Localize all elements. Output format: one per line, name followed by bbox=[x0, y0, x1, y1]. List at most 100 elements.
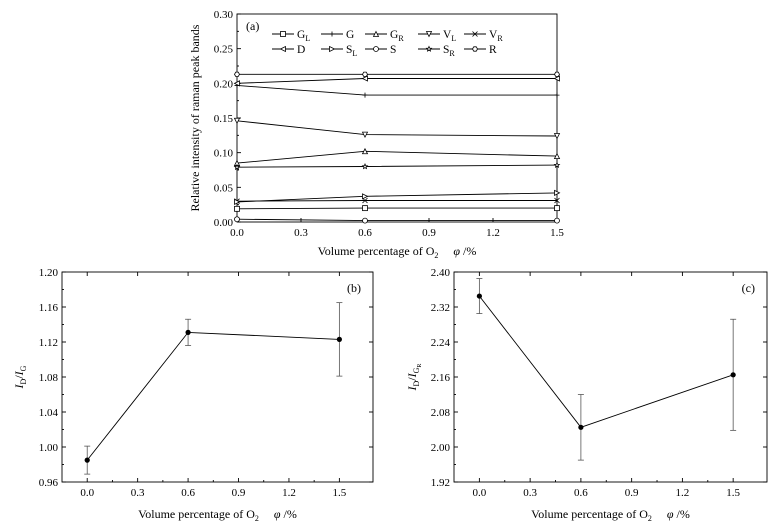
legend-item-d: D bbox=[272, 44, 305, 56]
x-tick-label: 0.6 bbox=[574, 487, 588, 499]
series-ratio bbox=[476, 278, 737, 461]
panel-label: (a) bbox=[246, 19, 259, 33]
y-tick-label: 0.25 bbox=[214, 44, 234, 56]
series-v-l bbox=[233, 117, 561, 140]
y-tick-label: 2.40 bbox=[431, 267, 451, 279]
x-axis-title: Volume percentage of O2 φ /% bbox=[531, 507, 690, 523]
series-line bbox=[236, 207, 557, 210]
legend-item-s-r: SR bbox=[418, 44, 455, 58]
y-tick-label: 0.00 bbox=[214, 217, 234, 229]
data-point bbox=[233, 163, 241, 171]
data-point bbox=[578, 424, 584, 430]
y-tick-label: 2.00 bbox=[431, 442, 451, 454]
x-tick-label: 0.0 bbox=[80, 487, 94, 499]
series-line bbox=[236, 84, 557, 96]
legend-marker bbox=[372, 30, 380, 37]
y-tick-label: 2.24 bbox=[431, 337, 451, 349]
x-tick-label: 1.2 bbox=[486, 227, 500, 239]
y-tick-label: 2.16 bbox=[431, 372, 451, 384]
data-point bbox=[362, 205, 368, 212]
y-axis-title: ID/IG bbox=[12, 365, 28, 389]
data-point bbox=[361, 162, 369, 170]
legend-marker bbox=[373, 46, 379, 52]
legend-label: GR bbox=[390, 29, 404, 43]
y-tick-label: 0.96 bbox=[39, 477, 59, 489]
series-v-r bbox=[234, 197, 560, 204]
y-tick-label: 1.12 bbox=[39, 337, 58, 349]
series-line bbox=[236, 200, 557, 202]
series-line bbox=[86, 331, 340, 461]
series-line bbox=[236, 120, 558, 137]
series-g-l bbox=[234, 205, 560, 212]
x-tick-label: 1.5 bbox=[550, 227, 564, 239]
data-point bbox=[234, 71, 240, 77]
plot-frame bbox=[236, 13, 558, 223]
data-point bbox=[554, 71, 560, 77]
series-g-r bbox=[233, 147, 561, 166]
legend-label: R bbox=[489, 44, 497, 56]
plot-frame bbox=[453, 271, 768, 483]
legend-label: G bbox=[346, 29, 354, 41]
data-point bbox=[553, 152, 561, 160]
legend-item-g-r: GR bbox=[365, 29, 404, 43]
x-axis-title: Volume percentage of O2 φ /% bbox=[138, 507, 297, 523]
legend-item-s-l: SL bbox=[321, 44, 357, 58]
y-axis-title: Relative intensity of raman peak bands bbox=[188, 24, 202, 211]
legend-item-s: S bbox=[365, 44, 396, 56]
series-line bbox=[236, 78, 557, 84]
x-tick-label: 0.3 bbox=[294, 227, 308, 239]
x-tick-label: 0.3 bbox=[523, 487, 537, 499]
series-s-l bbox=[234, 189, 561, 206]
legend-label: VL bbox=[443, 29, 456, 43]
x-tick-label: 0.9 bbox=[422, 227, 436, 239]
data-point bbox=[185, 329, 191, 335]
y-tick-label: 0.05 bbox=[214, 182, 234, 194]
legend-marker bbox=[472, 31, 478, 37]
data-point bbox=[361, 75, 368, 82]
data-point bbox=[234, 205, 240, 212]
series-s-r bbox=[233, 161, 561, 171]
y-tick-label: 1.08 bbox=[39, 372, 59, 384]
x-tick-label: 0.3 bbox=[131, 487, 145, 499]
series-line bbox=[479, 295, 734, 428]
data-point bbox=[233, 80, 240, 87]
x-tick-label: 0.9 bbox=[625, 487, 639, 499]
legend-marker bbox=[279, 45, 286, 53]
x-tick-label: 1.5 bbox=[726, 487, 740, 499]
legend: GL G GR VL VR D SL S SR R bbox=[272, 29, 503, 58]
data-point bbox=[553, 161, 561, 169]
data-point bbox=[554, 92, 560, 98]
legend-marker bbox=[280, 31, 286, 37]
y-tick-label: 1.16 bbox=[39, 302, 59, 314]
data-point bbox=[362, 92, 368, 98]
x-tick-label: 0.9 bbox=[232, 487, 246, 499]
y-tick-label: 1.04 bbox=[39, 407, 59, 419]
x-tick-label: 1.2 bbox=[676, 487, 690, 499]
x-tick-label: 1.2 bbox=[282, 487, 296, 499]
series-s bbox=[234, 216, 560, 224]
legend-label: S bbox=[390, 44, 396, 56]
y-tick-label: 0.30 bbox=[214, 9, 234, 21]
data-point bbox=[336, 336, 342, 342]
data-point bbox=[361, 131, 369, 139]
legend-item-g-l: GL bbox=[272, 29, 310, 43]
panel-label: (b) bbox=[347, 281, 361, 295]
legend-marker bbox=[425, 45, 433, 52]
x-tick-label: 0.6 bbox=[358, 227, 372, 239]
y-tick-label: 1.20 bbox=[39, 267, 59, 279]
data-point bbox=[554, 217, 560, 224]
data-point bbox=[361, 147, 369, 155]
plot-frame bbox=[61, 271, 374, 483]
y-axis-title: ID/IGR bbox=[405, 364, 423, 392]
panel-b: 0.0 0.3 0.6 0.9 1.2 1.5 0.96 1.00 1.04 1.08 1.12 1.… bbox=[12, 267, 374, 523]
series-line bbox=[236, 164, 558, 168]
legend-marker bbox=[329, 31, 335, 37]
data-point bbox=[362, 71, 368, 77]
y-tick-label: 0.10 bbox=[214, 148, 234, 160]
x-tick-label: 1.5 bbox=[333, 487, 347, 499]
data-point bbox=[362, 217, 368, 224]
data-point bbox=[362, 193, 369, 200]
y-tick-label: 0.20 bbox=[214, 78, 234, 90]
y-tick-label: 2.32 bbox=[431, 302, 450, 314]
data-point bbox=[730, 372, 736, 378]
